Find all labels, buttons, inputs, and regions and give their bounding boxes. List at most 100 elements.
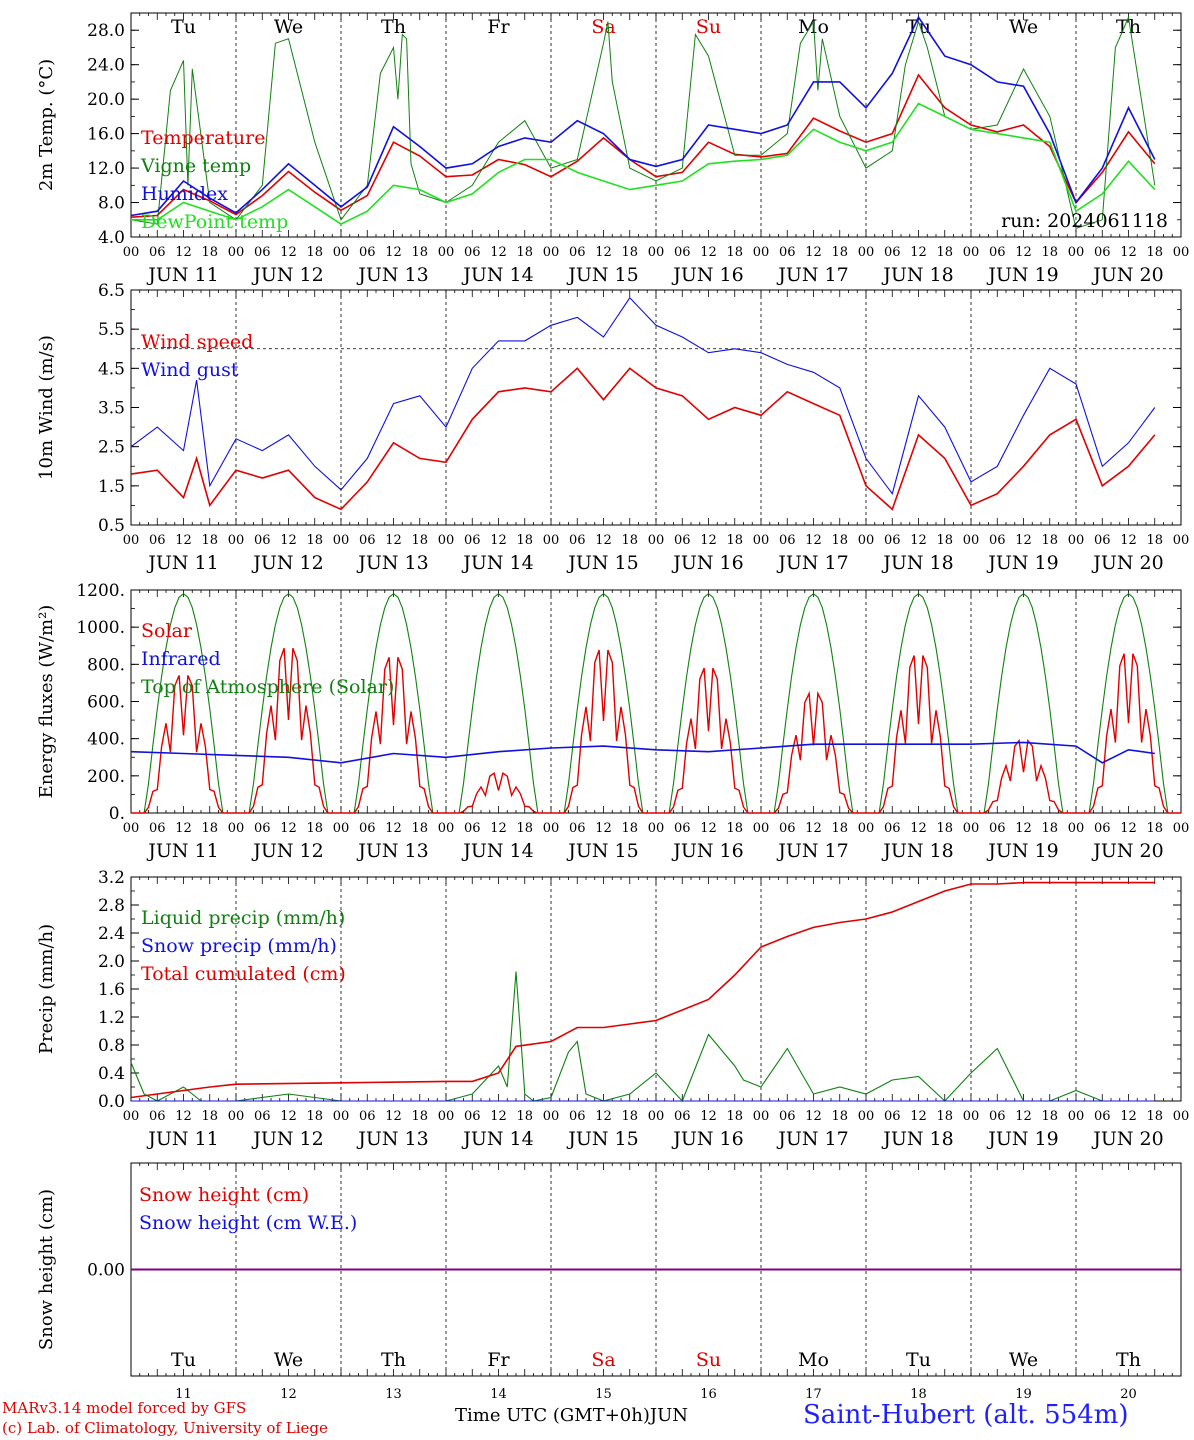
hour-tick-label: 12 (595, 1109, 612, 1124)
toa-solar-line (551, 592, 656, 814)
day-label: JUN 17 (776, 264, 848, 286)
hour-tick-label: 18 (411, 533, 428, 548)
legend-entry: Wind speed (141, 331, 253, 353)
hour-tick-label: 12 (490, 245, 507, 260)
solar-line (131, 675, 236, 814)
hour-tick-label: 00 (1173, 1109, 1190, 1124)
toa-solar-line (656, 592, 761, 814)
hour-tick-label: 12 (490, 1109, 507, 1124)
hour-tick-label: 06 (359, 245, 376, 260)
weekday-label: Tu (906, 1349, 931, 1371)
legend-entry: Liquid precip (mm/h) (141, 907, 345, 929)
hour-tick-label: 18 (936, 1109, 953, 1124)
hour-tick-label: 06 (359, 533, 376, 548)
y-axis-label: Snow height (cm) (36, 1189, 57, 1350)
weekday-label: Th (1116, 1349, 1141, 1371)
hour-tick-label: 18 (831, 1109, 848, 1124)
hour-tick-label: 06 (149, 821, 166, 836)
hour-tick-label: 12 (1120, 533, 1137, 548)
day-number-label: 20 (1120, 1387, 1137, 1402)
day-label: JUN 14 (461, 840, 533, 862)
hour-tick-label: 18 (411, 821, 428, 836)
hour-tick-label: 12 (910, 821, 927, 836)
weekday-label: We (1009, 1349, 1038, 1371)
weekday-label: We (274, 1349, 303, 1371)
hour-tick-label: 00 (543, 533, 560, 548)
hour-tick-label: 00 (543, 245, 560, 260)
legend-entry: Snow precip (mm/h) (141, 935, 337, 957)
legend-entry: Temperature (141, 127, 265, 149)
hour-tick-label: 12 (805, 245, 822, 260)
hour-tick-label: 12 (805, 533, 822, 548)
hour-tick-label: 06 (464, 1109, 481, 1124)
day-label: JUN 14 (461, 552, 533, 574)
y-axis-label: 10m Wind (m/s) (36, 335, 57, 480)
day-label: JUN 20 (1091, 1128, 1163, 1150)
day-label: JUN 17 (776, 1128, 848, 1150)
hour-tick-label: 06 (149, 533, 166, 548)
panel-1 (130, 12, 1182, 238)
hour-tick-label: 06 (674, 245, 691, 260)
day-number-label: 18 (910, 1387, 927, 1402)
hour-tick-label: 06 (359, 821, 376, 836)
hour-tick-label: 12 (490, 533, 507, 548)
hour-tick-label: 06 (464, 533, 481, 548)
day-label: JUN 15 (566, 264, 638, 286)
hour-tick-label: 00 (438, 821, 455, 836)
hour-tick-label: 00 (438, 1109, 455, 1124)
hour-tick-label: 06 (149, 1109, 166, 1124)
toa-solar-line (446, 592, 551, 814)
x-axis-title: Time UTC (GMT+0h)JUN (455, 1405, 688, 1426)
hour-tick-label: 06 (464, 245, 481, 260)
y-tick-label: 8.0 (98, 194, 125, 214)
day-label: JUN 14 (461, 264, 533, 286)
hour-tick-label: 18 (516, 245, 533, 260)
cumulated-precip-line (130, 881, 1155, 1099)
hour-tick-label: 18 (1041, 821, 1058, 836)
day-label: JUN 20 (1091, 264, 1163, 286)
solar-line (551, 649, 656, 814)
hour-tick-label: 12 (385, 821, 402, 836)
y-tick-label: 3.5 (98, 399, 125, 419)
hour-tick-label: 00 (228, 245, 245, 260)
y-tick-label: 400. (87, 730, 125, 750)
series-line (130, 15, 1156, 217)
hour-tick-label: 00 (753, 1109, 770, 1124)
hour-tick-label: 06 (989, 245, 1006, 260)
toa-solar-line (866, 592, 971, 814)
day-label: JUN 13 (356, 552, 428, 574)
hour-tick-label: 06 (884, 245, 901, 260)
hour-tick-label: 18 (1041, 245, 1058, 260)
y-axis-label: Energy fluxes (W/m²) (36, 605, 57, 799)
hour-tick-label: 06 (779, 533, 796, 548)
hour-tick-label: 00 (123, 1109, 140, 1124)
legend-entry: Solar (141, 620, 193, 642)
weekday-label: Sa (591, 1349, 615, 1371)
hour-tick-label: 00 (123, 821, 140, 836)
y-tick-label: 24.0 (87, 56, 125, 76)
weekday-label: Th (381, 16, 406, 38)
hour-tick-label: 18 (621, 245, 638, 260)
hour-tick-label: 12 (280, 821, 297, 836)
hour-tick-label: 06 (569, 245, 586, 260)
solar-line (1076, 653, 1181, 814)
hour-tick-label: 12 (1120, 821, 1137, 836)
series-line (130, 296, 1156, 495)
hour-tick-label: 12 (1015, 245, 1032, 260)
hour-tick-label: 00 (123, 245, 140, 260)
hour-tick-label: 06 (1094, 533, 1111, 548)
hour-tick-label: 00 (753, 821, 770, 836)
hour-tick-label: 00 (858, 245, 875, 260)
hour-tick-label: 00 (1173, 245, 1190, 260)
hour-tick-label: 12 (1120, 245, 1137, 260)
hour-tick-label: 18 (621, 821, 638, 836)
hour-tick-label: 06 (254, 533, 271, 548)
hour-tick-label: 18 (1041, 533, 1058, 548)
y-tick-label: 3.2 (98, 868, 125, 888)
hour-tick-label: 06 (149, 245, 166, 260)
hour-tick-label: 00 (648, 245, 665, 260)
hour-tick-label: 00 (543, 821, 560, 836)
day-label: JUN 15 (566, 552, 638, 574)
hour-tick-label: 00 (1173, 821, 1190, 836)
